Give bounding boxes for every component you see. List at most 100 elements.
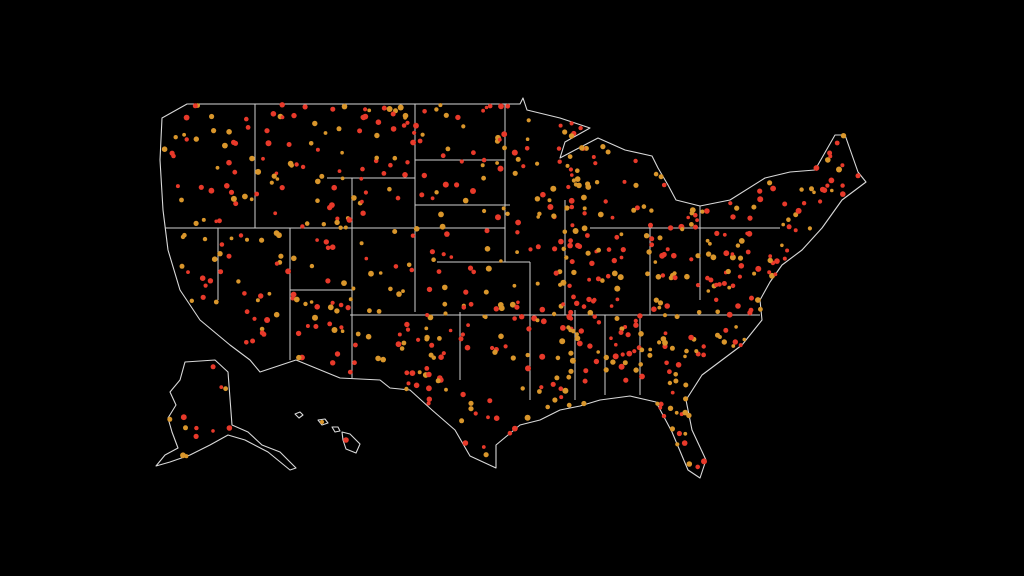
point	[615, 297, 620, 302]
point	[376, 309, 382, 314]
point	[184, 454, 189, 459]
point	[436, 269, 442, 274]
point	[473, 411, 478, 416]
point	[562, 129, 568, 135]
point	[597, 211, 604, 218]
point	[498, 305, 505, 312]
point	[401, 289, 405, 293]
point	[183, 425, 188, 431]
point	[270, 111, 277, 117]
point	[552, 397, 558, 403]
point	[605, 149, 611, 155]
point	[280, 115, 285, 120]
point	[409, 267, 415, 273]
point	[714, 282, 719, 288]
point	[340, 176, 345, 181]
point	[714, 230, 720, 236]
point	[672, 275, 678, 281]
point	[273, 211, 278, 216]
point	[609, 336, 613, 341]
point	[505, 211, 510, 216]
point	[673, 372, 678, 377]
point	[426, 371, 432, 378]
point	[781, 222, 785, 227]
point	[201, 217, 206, 222]
point	[315, 178, 321, 185]
point	[567, 154, 573, 160]
point	[173, 135, 178, 140]
point	[669, 426, 676, 432]
point	[639, 373, 645, 380]
point	[455, 114, 461, 121]
point	[536, 215, 540, 219]
point	[574, 300, 580, 306]
point	[782, 256, 787, 261]
point	[581, 194, 587, 201]
point	[501, 206, 506, 211]
point	[755, 265, 762, 272]
point	[336, 126, 342, 132]
point	[380, 356, 387, 363]
point	[610, 359, 616, 365]
point	[395, 341, 402, 348]
point	[493, 306, 499, 312]
point	[671, 252, 677, 259]
hawaii-island	[331, 426, 341, 433]
point	[559, 395, 564, 400]
point	[751, 204, 757, 210]
point	[828, 177, 835, 184]
point	[840, 183, 845, 188]
point	[706, 289, 711, 293]
point	[360, 210, 366, 216]
point	[560, 279, 567, 286]
point	[364, 256, 369, 261]
point	[758, 306, 763, 312]
point	[793, 228, 798, 233]
point	[550, 381, 556, 387]
point	[435, 378, 441, 384]
point	[441, 252, 446, 257]
point	[274, 261, 279, 266]
alaska	[155, 359, 297, 471]
point	[410, 139, 416, 146]
point	[525, 365, 531, 372]
point	[605, 273, 611, 279]
point	[603, 354, 609, 361]
point	[575, 332, 579, 337]
point	[351, 286, 356, 291]
point	[581, 400, 587, 407]
point	[622, 360, 628, 366]
point	[653, 297, 659, 303]
point	[665, 247, 670, 252]
point	[367, 308, 372, 314]
point	[658, 401, 664, 407]
point	[728, 201, 733, 206]
point	[405, 160, 410, 165]
point	[406, 381, 411, 386]
point	[757, 196, 764, 203]
point	[695, 283, 701, 288]
point	[693, 224, 698, 230]
point	[481, 175, 486, 181]
point	[693, 212, 698, 218]
point	[210, 364, 216, 370]
point	[731, 344, 736, 348]
point	[639, 347, 645, 353]
point	[300, 224, 305, 229]
point	[289, 162, 294, 168]
point	[596, 247, 601, 253]
point	[575, 168, 580, 173]
point	[830, 188, 834, 193]
hawaii-island	[341, 431, 361, 454]
point	[647, 352, 653, 358]
point	[346, 217, 353, 223]
point	[442, 284, 448, 291]
point	[194, 425, 199, 431]
point	[774, 258, 780, 264]
point	[458, 336, 464, 342]
point	[641, 204, 647, 209]
point	[468, 400, 474, 406]
point	[202, 236, 208, 242]
point	[591, 155, 596, 159]
point	[569, 204, 575, 210]
